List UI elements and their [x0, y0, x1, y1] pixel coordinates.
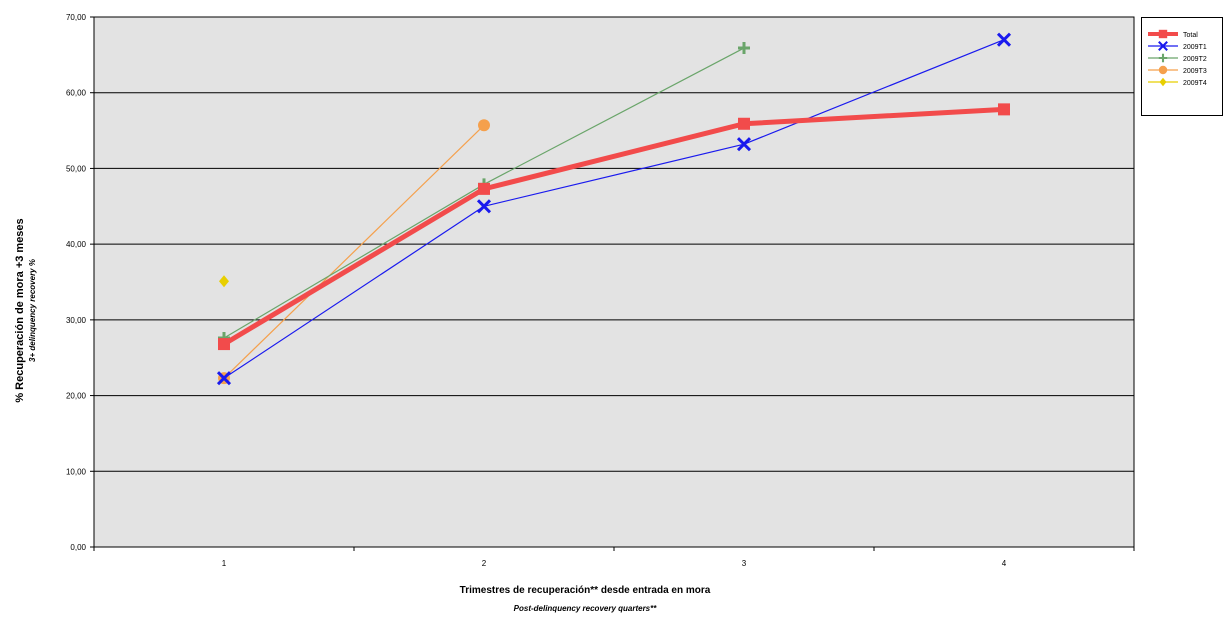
x-tick-label: 1 — [222, 559, 227, 568]
legend-label: 2009T1 — [1183, 44, 1207, 51]
series-line-2009t1 — [223, 39, 1005, 379]
data-point-2009t1 — [736, 137, 752, 152]
y-tick-label: 40,00 — [66, 240, 87, 249]
data-point-2009t3 — [478, 119, 490, 132]
y-tick-label: 20,00 — [66, 392, 87, 401]
y-axis-sublabel: 3+ delinquency recovery % — [28, 259, 37, 362]
legend-label: Total — [1183, 32, 1198, 39]
legend-label: 2009T3 — [1183, 68, 1207, 75]
x-axis-label: Trimestres de recuperación** desde entra… — [459, 585, 711, 596]
data-point-2009t4 — [219, 275, 229, 288]
data-point-2009t1 — [476, 199, 492, 214]
y-tick-label: 50,00 — [66, 164, 87, 173]
y-axis-title: % Recuperación de mora +3 meses 3+ delin… — [14, 0, 37, 621]
data-point-total — [738, 117, 750, 130]
legend-label: 2009T2 — [1183, 56, 1207, 63]
legend-marker-2009t4 — [1159, 77, 1167, 87]
x-tick-label: 4 — [1002, 559, 1007, 568]
legend-marker-total — [1158, 29, 1168, 39]
x-axis-sublabel: Post-delinquency recovery quarters** — [513, 604, 657, 613]
data-point-2009t1 — [216, 371, 232, 386]
legend-svg: Total 2009T1 2009T2 2009T3 2009T4 — [1148, 29, 1207, 87]
data-point-total — [998, 103, 1010, 116]
y-tick-label: 30,00 — [66, 316, 87, 325]
y-tick-label: 0,00 — [70, 543, 86, 552]
x-tick-label: 3 — [742, 559, 747, 568]
y-axis-label: % Recuperación de mora +3 meses — [14, 218, 26, 403]
plot-area — [93, 16, 1135, 548]
y-tick-label: 70,00 — [66, 13, 87, 22]
data-point-2009t2 — [738, 42, 750, 55]
series-line-2009t3 — [223, 124, 485, 379]
legend-marker-2009t2 — [1158, 53, 1168, 63]
y-tick-label: 10,00 — [66, 467, 87, 476]
legend: Total 2009T1 2009T2 2009T3 2009T4 — [1141, 17, 1223, 116]
legend-marker-2009t1 — [1158, 41, 1168, 51]
x-tick-label: 2 — [482, 559, 487, 568]
series-line-total — [222, 106, 1005, 347]
data-point-2009t1 — [996, 32, 1012, 47]
y-tick-label: 60,00 — [66, 89, 87, 98]
data-point-total — [218, 338, 230, 351]
legend-label: 2009T4 — [1183, 80, 1207, 87]
legend-marker-2009t3 — [1158, 65, 1168, 75]
data-point-total — [478, 182, 490, 195]
